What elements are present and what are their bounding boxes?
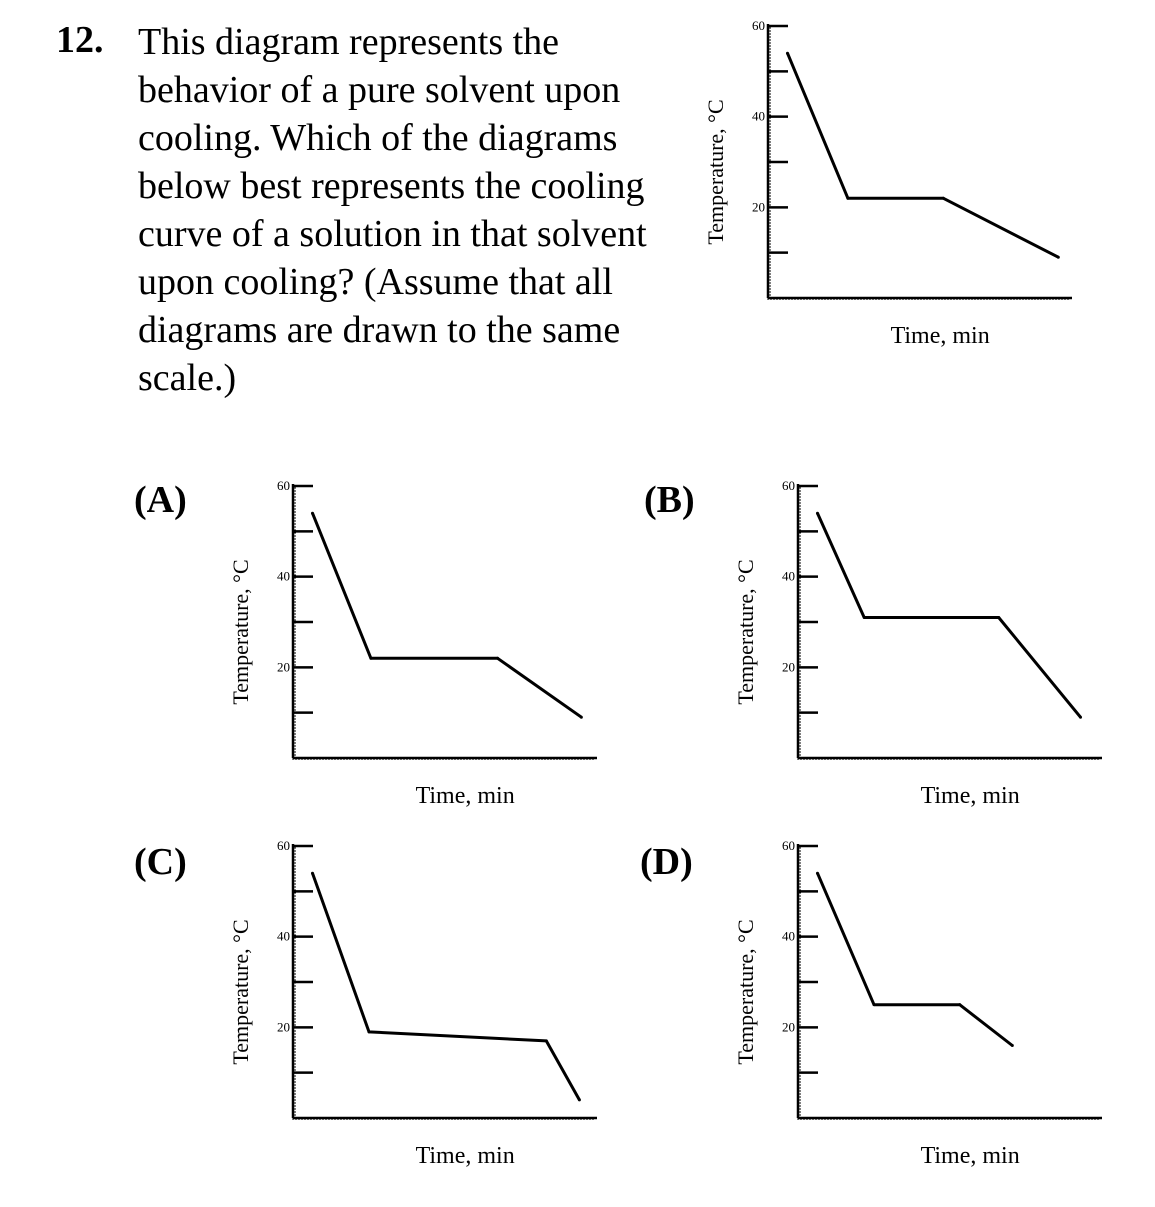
- chart-d-curve-point: [1010, 1043, 1014, 1047]
- chart-c-x-axis-label: Time, min: [416, 1143, 515, 1169]
- chart-a-curve-point: [369, 656, 373, 660]
- option-c-label[interactable]: (C): [134, 841, 187, 883]
- chart-a-y-tick-label: 60: [277, 478, 290, 493]
- chart-b-curve-point: [997, 615, 1001, 619]
- chart-reference-cooling-curve: [786, 52, 1059, 259]
- chart-c-curve-point: [577, 1098, 581, 1102]
- chart-reference-y-axis-label: Temperature, °C: [703, 99, 728, 244]
- chart-b-x-axis-label: Time, min: [921, 783, 1020, 809]
- chart-a-y-axis-label: Temperature, °C: [228, 559, 253, 704]
- chart-d-curve-point: [815, 871, 819, 875]
- chart-option-d: 60 40 20 Time, min Temperature, °C: [733, 838, 1102, 1169]
- chart-d-curve-point: [872, 1003, 876, 1007]
- option-a-label[interactable]: (A): [134, 479, 187, 521]
- chart-d-cooling-curve: [816, 872, 1014, 1047]
- chart-reference-curve-point: [941, 196, 945, 200]
- chart-d-x-axis-label: Time, min: [921, 1143, 1020, 1169]
- chart-b-curve-point: [862, 615, 866, 619]
- chart-a-curve-point: [496, 656, 500, 660]
- chart-d-y-axis-label: Temperature, °C: [733, 919, 758, 1064]
- chart-a-curve-point: [310, 511, 314, 515]
- chart-d-y-tick-label: 40: [782, 929, 795, 944]
- chart-reference-curve-point: [785, 51, 789, 55]
- chart-c-curve-point: [544, 1039, 548, 1043]
- chart-b-curve-point: [815, 511, 819, 515]
- chart-c-y-tick-label: 40: [277, 929, 290, 944]
- chart-b-y-tick-label: 60: [782, 478, 795, 493]
- chart-reference-y-tick-label: 20: [752, 199, 765, 214]
- chart-c-y-tick-label: 60: [277, 838, 290, 853]
- chart-b-y-axis-label: Temperature, °C: [733, 559, 758, 704]
- question-text: This diagram represents the behavior of …: [138, 21, 647, 399]
- chart-option-c: 60 40 20 Time, min Temperature, °C: [228, 838, 597, 1169]
- chart-d-y-tick-label: 60: [782, 838, 795, 853]
- chart-a-cooling-curve: [311, 512, 583, 719]
- chart-option-b: 60 40 20 Time, min Temperature, °C: [733, 478, 1102, 809]
- chart-reference-curve-point: [846, 196, 850, 200]
- chart-reference-curve-point: [1056, 255, 1060, 259]
- chart-a-y-tick-label: 20: [277, 659, 290, 674]
- chart-b-curve-point: [1079, 715, 1083, 719]
- chart-c-y-tick-label: 20: [277, 1019, 290, 1034]
- chart-d-y-tick-label: 20: [782, 1019, 795, 1034]
- chart-option-a: 60 40 20 Time, min Temperature, °C: [228, 478, 597, 809]
- chart-d-curve-point: [958, 1003, 962, 1007]
- chart-c-curve-point: [367, 1030, 371, 1034]
- chart-a-y-tick-label: 40: [277, 569, 290, 584]
- chart-b-y-tick-label: 20: [782, 659, 795, 674]
- question-number: 12.: [56, 19, 104, 61]
- chart-c-cooling-curve: [311, 872, 581, 1101]
- chart-b-cooling-curve: [816, 512, 1082, 719]
- chart-c-curve-point: [310, 871, 314, 875]
- chart-reference-y-tick-label: 40: [752, 109, 765, 124]
- chart-reference-y-tick-label: 60: [752, 18, 765, 33]
- chart-c-y-axis-label: Temperature, °C: [228, 919, 253, 1064]
- chart-a-curve-point: [579, 715, 583, 719]
- chart-reference: 60 40 20 Time, min Temperature, °C: [703, 18, 1072, 349]
- chart-a-x-axis-label: Time, min: [416, 783, 515, 809]
- option-b-label[interactable]: (B): [644, 479, 695, 521]
- chart-b-y-tick-label: 40: [782, 569, 795, 584]
- chart-reference-x-axis-label: Time, min: [891, 323, 990, 349]
- option-d-label[interactable]: (D): [640, 841, 693, 883]
